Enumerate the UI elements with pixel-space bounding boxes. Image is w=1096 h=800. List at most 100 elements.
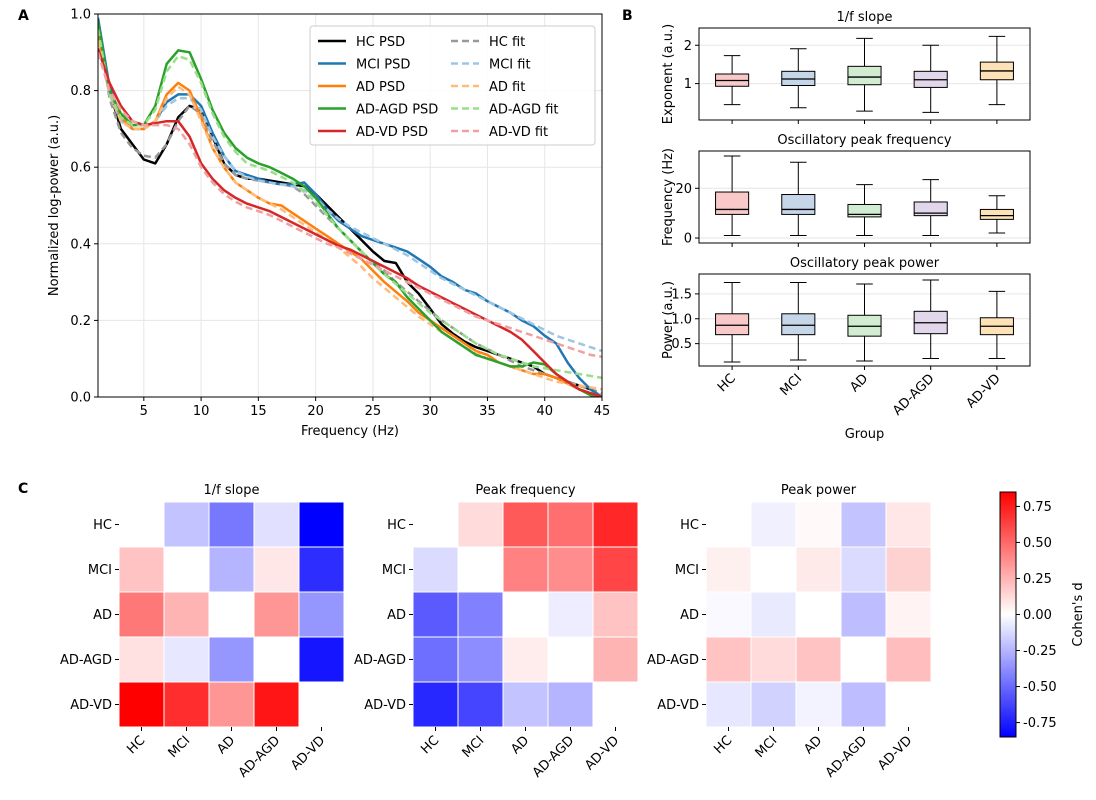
heatmap-cell: [840, 636, 887, 683]
heatmap-cell: [592, 681, 639, 728]
heatmap-cell: [885, 501, 932, 548]
heatmap-cell: [298, 636, 345, 683]
panel-label-a: A: [18, 8, 29, 24]
heatmap-cell: [502, 681, 549, 728]
x-tick-label: AD-VD: [582, 733, 622, 773]
y-axis-label: Exponent (a.u.): [661, 24, 676, 124]
heatmap-cell: [412, 591, 459, 638]
x-tick-label: MCI: [753, 733, 781, 761]
heatmap-cell: [705, 546, 752, 593]
y-tick-label: 1.0: [70, 8, 91, 23]
series-line-ad-fit: [98, 40, 602, 391]
heatmap-cell: [705, 636, 752, 683]
box-hc: [715, 191, 750, 215]
heatmap-cell: [750, 501, 797, 548]
colorbar-label: Cohen's d: [1071, 582, 1086, 646]
y-tick-label: 1: [684, 77, 692, 92]
heatmap-cell: [840, 681, 887, 728]
y-tick-label: HC: [387, 518, 406, 533]
box-hc: [715, 313, 750, 336]
heatmap-cell: [840, 546, 887, 593]
y-tick-label: AD-AGD: [354, 653, 406, 668]
heatmap-cell: [750, 591, 797, 638]
colorbar-tick-label: -0.50: [1023, 680, 1057, 695]
x-tick-label: HC: [124, 733, 148, 757]
heatmap-cell: [547, 501, 594, 548]
heatmap-cell: [412, 546, 459, 593]
x-tick-label: HC: [711, 733, 735, 757]
heatmap-cell: [457, 546, 504, 593]
y-tick-label: 0: [684, 232, 692, 247]
x-tick-label: HC: [715, 371, 739, 395]
legend-label: MCI fit: [489, 58, 531, 73]
heatmap-cell: [840, 591, 887, 638]
y-tick-label: 0.0: [70, 391, 91, 406]
heatmap-cell: [885, 681, 932, 728]
legend-label: AD PSD: [356, 80, 405, 95]
heatmap-cell: [502, 501, 549, 548]
colorbar-tick-label: 0.00: [1023, 608, 1052, 623]
subplot-title: 1/f slope: [837, 10, 893, 25]
heatmap-cell: [592, 636, 639, 683]
heatmap-cell: [795, 636, 842, 683]
heatmap-cell: [208, 591, 255, 638]
heatmap-cell: [163, 501, 210, 548]
colorbar-tick-label: 0.50: [1023, 536, 1052, 551]
x-tick-label: HC: [418, 733, 442, 757]
y-tick-label: AD: [93, 608, 112, 623]
x-tick-label: MCI: [166, 733, 194, 761]
box-mci: [781, 313, 816, 336]
x-tick-label: MCI: [777, 371, 805, 399]
heatmap-cell: [705, 501, 752, 548]
heatmap-cell: [208, 546, 255, 593]
colorbar-tick-label: -0.25: [1023, 644, 1057, 659]
series-line-ad-agd-fit: [98, 29, 602, 380]
heatmap-cell: [412, 636, 459, 683]
heatmap-cell: [547, 546, 594, 593]
y-tick-label: HC: [680, 518, 699, 533]
y-tick-label: 1.0: [671, 312, 692, 327]
heatmap-cell: [163, 681, 210, 728]
legend-label: HC PSD: [356, 35, 405, 50]
x-tick-label: AD-AGD: [890, 371, 937, 418]
heatmap-cell: [592, 546, 639, 593]
series-line-ad-vd-psd: [98, 48, 602, 397]
x-tick-label: AD-AGD: [236, 733, 283, 780]
heatmap-cell: [502, 636, 549, 683]
heatmap-cell: [547, 591, 594, 638]
y-tick-label: AD-VD: [657, 698, 699, 713]
heatmap-cell: [885, 591, 932, 638]
heatmap-cell: [253, 681, 300, 728]
heatmap-cell: [118, 591, 165, 638]
y-tick-label: 0.8: [70, 84, 91, 99]
y-tick-label: MCI: [675, 563, 699, 578]
x-tick-label: 20: [307, 404, 324, 419]
x-tick-label: 10: [193, 404, 210, 419]
heatmap-cell: [208, 681, 255, 728]
heatmap-cell: [885, 636, 932, 683]
panel-label-b: B: [622, 8, 633, 24]
legend-label: AD fit: [489, 80, 525, 95]
x-tick-label: AD-AGD: [530, 733, 577, 780]
y-tick-label: MCI: [88, 563, 112, 578]
colorbar-tick-label: 0.25: [1023, 572, 1052, 587]
panel-a: 5 10 15 20 25 30 35 40 45 0.0 0.2 0.4 0.6 0.8 1.0 Frequ…: [47, 8, 610, 440]
colorbar-tick-label: -0.75: [1023, 716, 1057, 731]
series-group: [98, 17, 602, 397]
x-axis-label: Frequency (Hz): [301, 424, 399, 439]
heatmap-cell: [457, 591, 504, 638]
x-tick-label: AD-VD: [964, 371, 1004, 411]
heatmap-cell: [840, 501, 887, 548]
x-tick-label: 15: [250, 404, 267, 419]
legend-label: AD-AGD fit: [489, 103, 558, 118]
heatmap-cell: [412, 681, 459, 728]
heatmap-cell: [502, 546, 549, 593]
subplot-title: Oscillatory peak frequency: [777, 133, 952, 148]
heatmap-cell: [298, 546, 345, 593]
y-tick-label: 0.2: [70, 314, 91, 329]
heatmap-title: Peak frequency: [475, 483, 576, 498]
heatmap-cell: [750, 636, 797, 683]
heatmap-cell: [592, 501, 639, 548]
heatmap-cell: [457, 636, 504, 683]
